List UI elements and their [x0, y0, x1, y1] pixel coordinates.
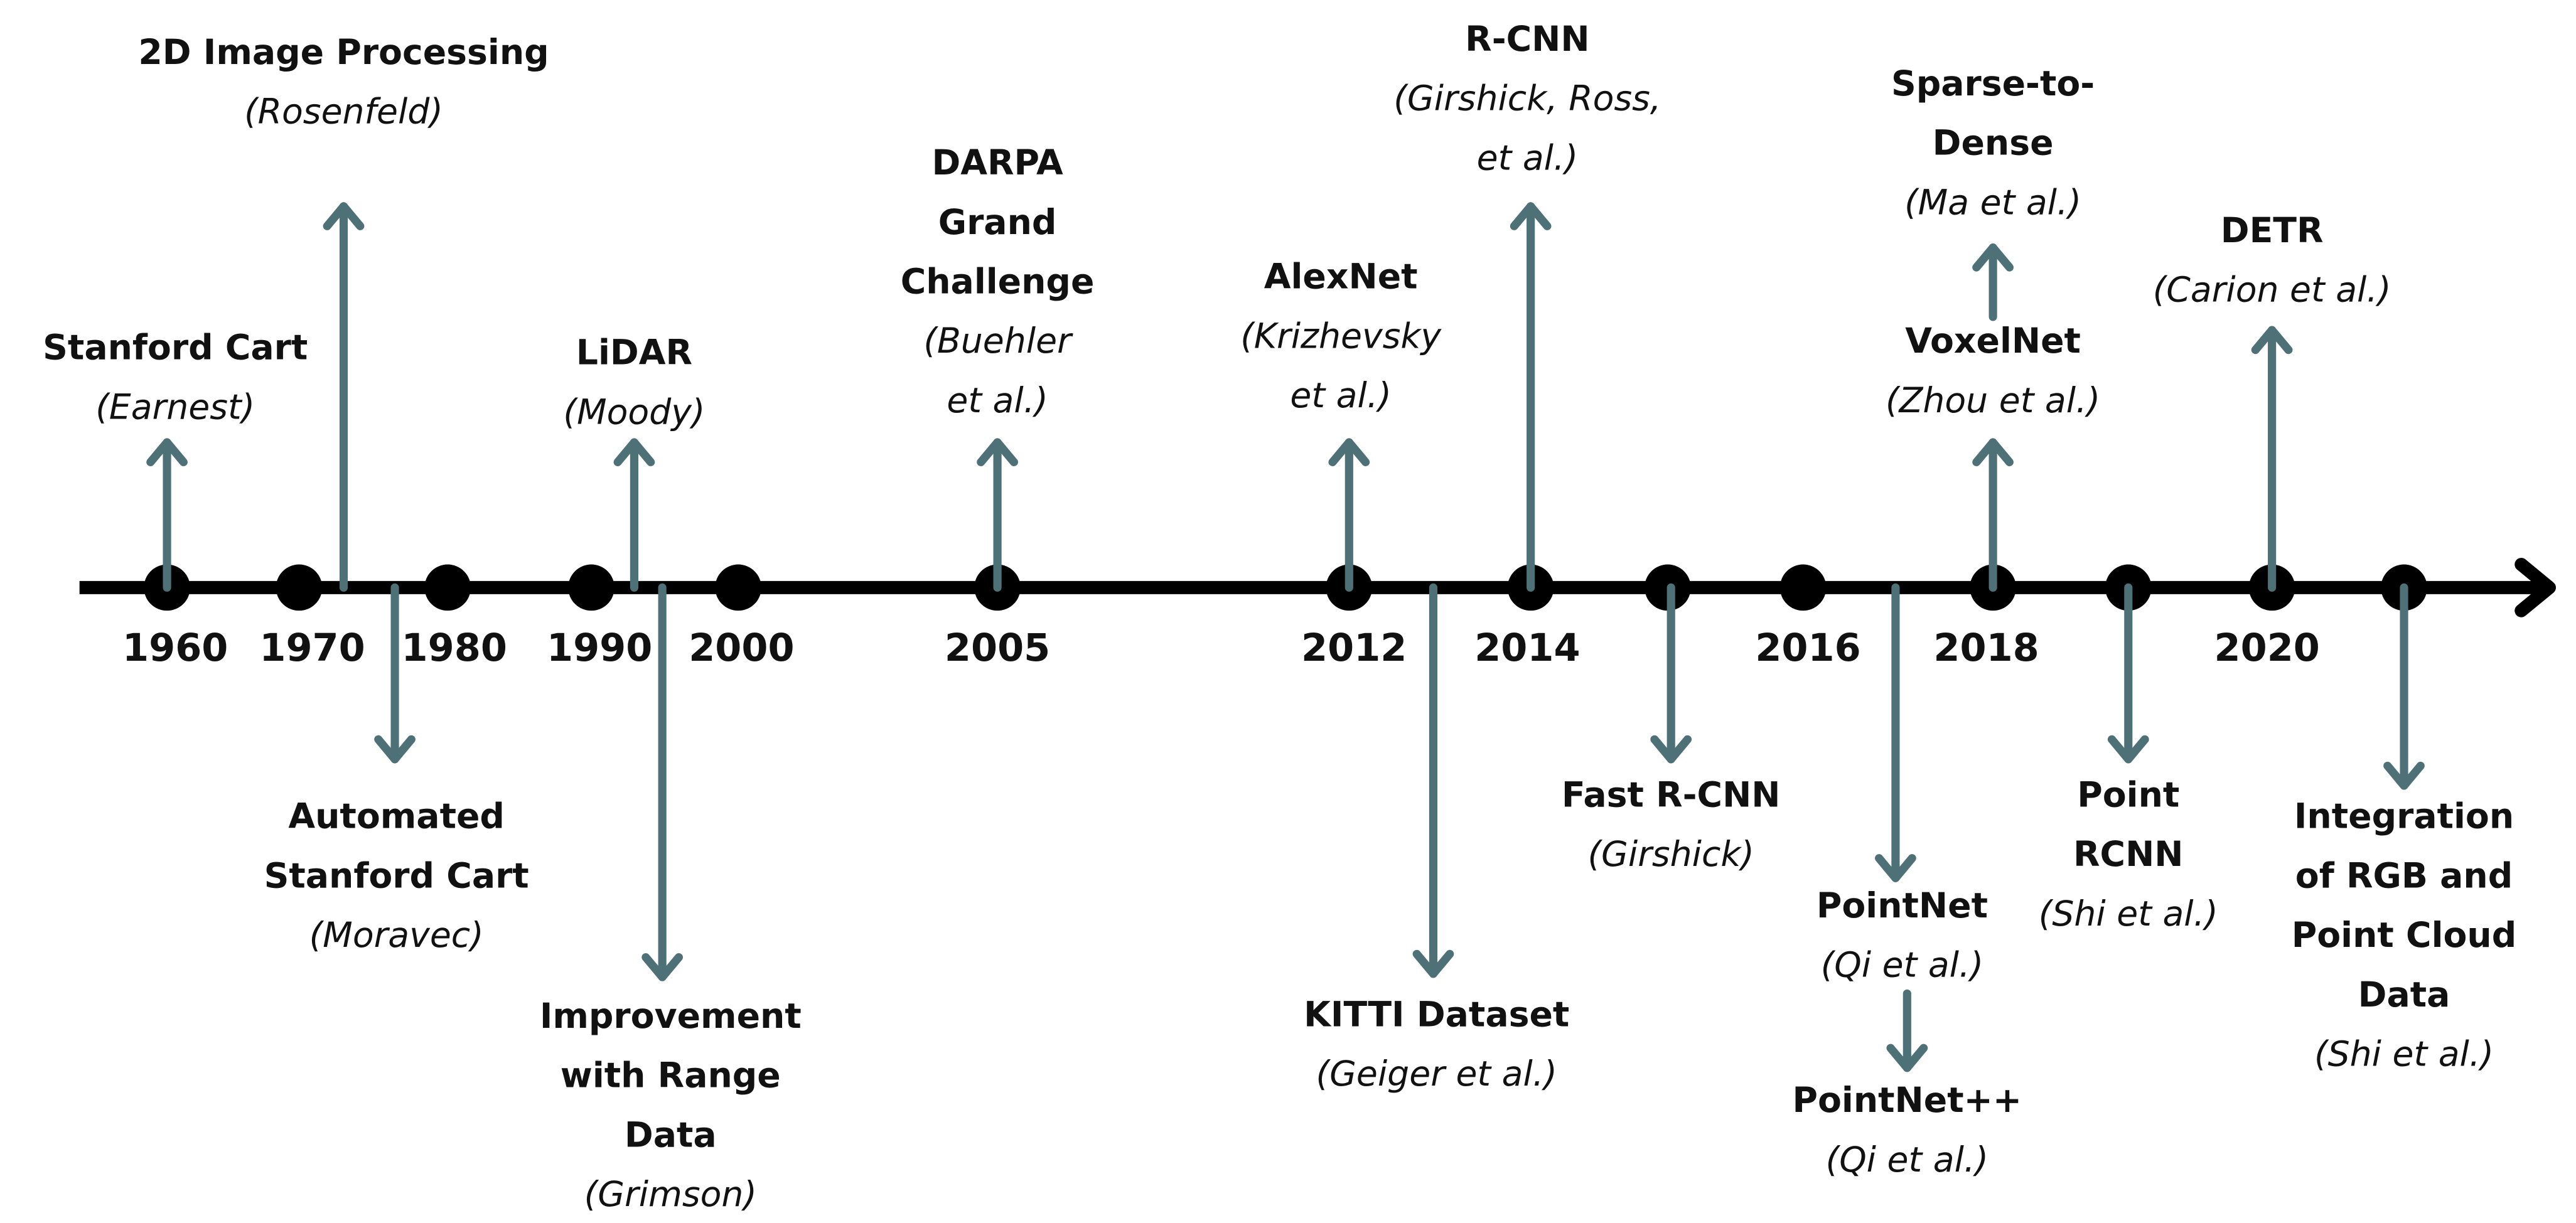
year-label: 2012 — [1301, 626, 1407, 670]
event-author: (Buehler — [923, 321, 1073, 361]
event-author: (Girshick, Ross, — [1393, 79, 1661, 119]
event-title: Point Cloud — [2292, 916, 2517, 956]
event-title: Improvement — [540, 996, 802, 1037]
arrowhead — [1510, 202, 1552, 230]
event-title: AlexNet — [1264, 257, 1418, 297]
event-title: Automated — [288, 797, 505, 837]
arrowhead — [374, 735, 416, 764]
event-title: DETR — [2221, 211, 2324, 251]
event-author: (Moody) — [563, 392, 705, 432]
event-author: (Earnest) — [95, 387, 255, 427]
year-label: 1990 — [547, 626, 652, 670]
arrowhead — [2251, 326, 2293, 355]
year-label: 1980 — [402, 626, 507, 670]
arrowhead — [1875, 854, 1916, 882]
event-title: Sparse-to- — [1891, 64, 2095, 104]
dot — [568, 564, 614, 611]
event-author: (Qi et al.) — [1821, 945, 1983, 985]
arrowhead — [1328, 438, 1370, 467]
dot — [1779, 564, 1827, 611]
arrowhead — [1650, 735, 1692, 764]
axis-arrowhead — [2514, 558, 2557, 617]
event-author: (Geiger et al.) — [1316, 1054, 1557, 1094]
year-label: 2016 — [1755, 626, 1860, 670]
event-title: VoxelNet — [1905, 321, 2081, 361]
event-title: Integration — [2294, 797, 2514, 837]
event-author: (Moravec) — [309, 916, 484, 956]
arrowhead — [1972, 438, 2014, 467]
arrowhead — [1972, 243, 2014, 272]
arrowhead — [146, 438, 188, 467]
event-author: (Qi et al.) — [1826, 1140, 1988, 1180]
arrowhead — [1412, 949, 1454, 978]
event-author: et al.) — [947, 381, 1048, 421]
event-title: Data — [625, 1115, 717, 1155]
year-label: 2020 — [2214, 626, 2320, 670]
event-title: Fast R-CNN — [1562, 776, 1781, 816]
event-author: (Shi et al.) — [2039, 894, 2218, 934]
event-title: R-CNN — [1465, 19, 1589, 60]
event-author: et al.) — [1477, 138, 1578, 178]
arrowhead — [2107, 735, 2149, 764]
arrowhead — [2383, 761, 2425, 790]
event-title: Dense — [1933, 124, 2054, 164]
year-label: 2018 — [1933, 626, 2039, 670]
event-author: (Carion et al.) — [2153, 270, 2391, 311]
event-title: Point — [2077, 776, 2179, 816]
dot — [424, 564, 471, 611]
year-label: 1960 — [122, 626, 228, 670]
event-title: RCNN — [2073, 835, 2183, 875]
event-title: with Range — [561, 1056, 781, 1096]
arrowhead — [641, 953, 684, 981]
event-title: Grand — [938, 203, 1057, 243]
year-label: 2005 — [945, 626, 1050, 670]
arrowhead — [323, 202, 365, 230]
event-title: Data — [2358, 975, 2450, 1015]
event-title: PointNet — [1817, 886, 1988, 926]
event-author: (Zhou et al.) — [1886, 381, 2100, 421]
event-title: KITTI Dataset — [1304, 995, 1569, 1035]
event-title: Stanford Cart — [43, 328, 308, 368]
event-author: et al.) — [1290, 376, 1391, 416]
year-label: 2014 — [1474, 626, 1580, 670]
arrowhead — [977, 438, 1018, 467]
dot — [276, 564, 323, 611]
event-title: DARPA — [931, 143, 1063, 183]
dot — [715, 564, 761, 611]
event-title: Stanford Cart — [264, 856, 529, 896]
event-author: (Girshick) — [1588, 835, 1754, 875]
event-author: (Grimson) — [584, 1175, 757, 1215]
event-title: Challenge — [901, 262, 1095, 302]
event-title: LiDAR — [576, 333, 692, 373]
event-title: 2D Image Processing — [138, 33, 549, 73]
event-author: (Rosenfeld) — [244, 92, 443, 132]
year-label: 1970 — [259, 626, 365, 670]
event-author: (Ma et al.) — [1904, 183, 2081, 223]
arrowhead — [613, 438, 655, 467]
event-author: (Shi et al.) — [2314, 1034, 2494, 1074]
event-title: PointNet++ — [1793, 1081, 2022, 1121]
year-label: 2000 — [689, 626, 794, 670]
event-author: (Krizhevsky — [1240, 316, 1442, 356]
event-title: of RGB and — [2295, 856, 2513, 896]
arrowhead — [1886, 1044, 1928, 1072]
